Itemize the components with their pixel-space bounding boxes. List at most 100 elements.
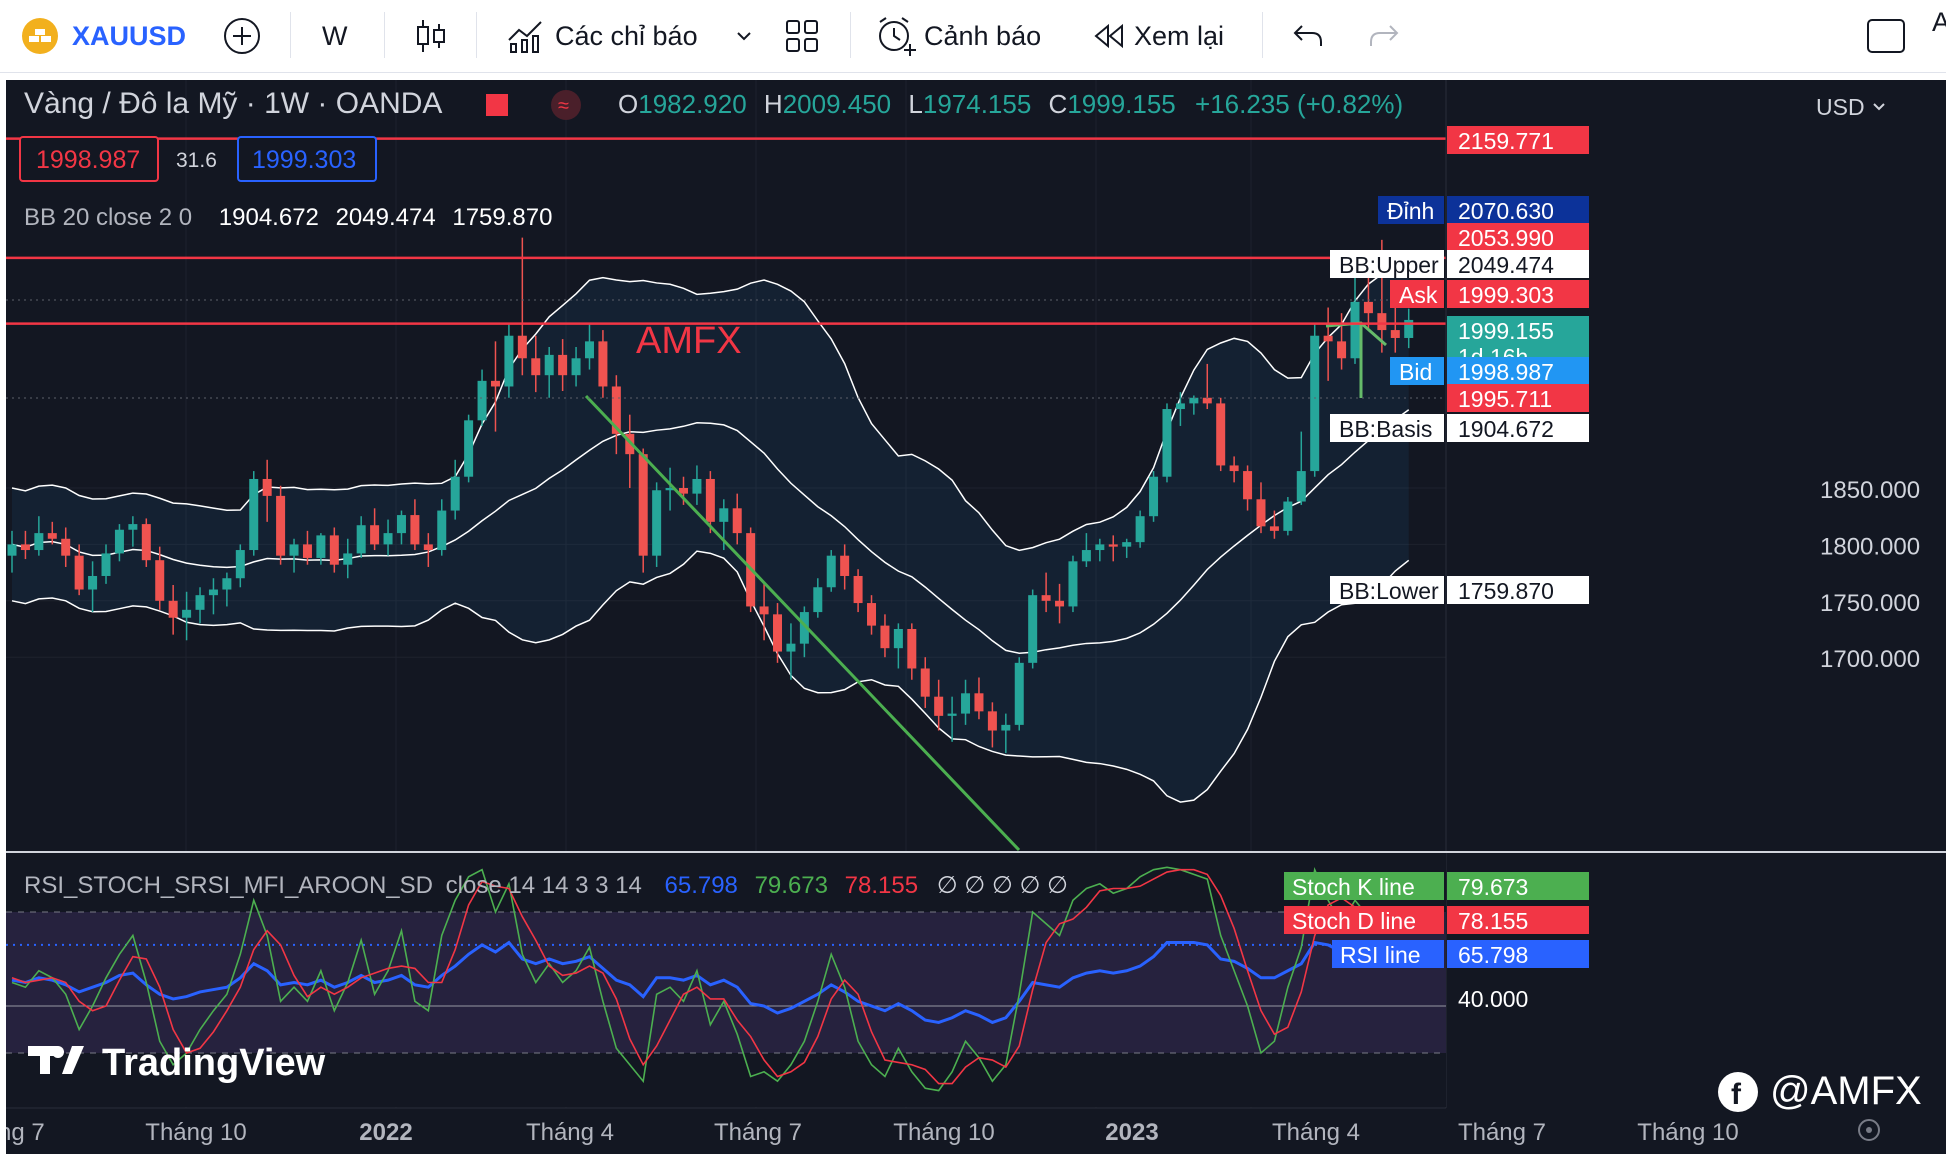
- candle: [450, 459, 460, 520]
- candle-body: [719, 508, 729, 522]
- time-tick: ng 7: [6, 1119, 45, 1146]
- price-tick: 1800.000: [1820, 533, 1920, 560]
- candle-body: [692, 478, 702, 494]
- candle: [1189, 395, 1199, 415]
- fullscreen-button[interactable]: [1866, 0, 1906, 72]
- price-label-value: 1999.303: [1458, 282, 1554, 308]
- candle: [490, 341, 500, 432]
- chart-canvas[interactable]: AMFX 1850.000 1800.000 1750.000 1700.000 21…: [6, 80, 1946, 1154]
- time-tick: Tháng 4: [1272, 1119, 1360, 1146]
- candle: [1055, 583, 1065, 624]
- sell-button[interactable]: [19, 136, 159, 182]
- price-label-value: 1995.711: [1458, 386, 1552, 412]
- candle: [558, 339, 568, 391]
- undo-button[interactable]: [1290, 0, 1326, 72]
- candle: [826, 550, 836, 592]
- price-label-value: 2070.630: [1458, 198, 1554, 224]
- price-label-name-box: [1330, 576, 1444, 604]
- candle: [20, 530, 30, 560]
- candle: [961, 679, 971, 725]
- candle: [598, 330, 608, 398]
- top-toolbar: XAUUSD W Các chỉ báo: [0, 0, 1946, 73]
- candle: [356, 516, 366, 558]
- candle: [705, 471, 715, 534]
- price-label-value: 1759.870: [1458, 578, 1554, 604]
- rsi-label-box: [1447, 906, 1589, 934]
- candle-body: [759, 606, 769, 615]
- candle-body: [611, 386, 621, 434]
- candle: [1310, 324, 1320, 477]
- candle: [799, 606, 809, 658]
- candle-body: [1337, 341, 1347, 359]
- price-label-box: [1447, 357, 1589, 385]
- rsi-series-stoch-d-line: [11, 868, 1410, 1085]
- alert-button[interactable]: Cảnh báo: [874, 0, 1041, 72]
- svg-text:@AMFX: @AMFX: [1770, 1069, 1922, 1113]
- candle-body: [1175, 403, 1185, 410]
- rsi-label: 78.155 Stoch D line: [1284, 906, 1589, 934]
- toolbar-divider: [476, 12, 477, 58]
- market-status-icon[interactable]: [551, 90, 581, 120]
- candle-body: [1269, 526, 1279, 531]
- candle-body: [7, 544, 17, 556]
- candle-body: [1296, 471, 1306, 502]
- candle: [61, 527, 71, 567]
- time-tick: Tháng 10: [893, 1119, 994, 1146]
- candle-body: [47, 533, 57, 539]
- redo-button[interactable]: [1366, 0, 1402, 72]
- rsi-label-value: 78.155: [1458, 908, 1528, 934]
- social-handle: f @AMFX: [1718, 1069, 1922, 1113]
- candle: [1014, 657, 1024, 731]
- rsi-pane[interactable]: [6, 853, 1446, 1107]
- price-label-box: [1447, 223, 1589, 251]
- plus-circle-icon: [224, 18, 260, 54]
- compare-add-button[interactable]: [222, 0, 262, 72]
- candle: [1001, 713, 1011, 754]
- candle: [1390, 307, 1400, 353]
- candle-body: [155, 560, 165, 601]
- currency-selector[interactable]: USD: [1816, 94, 1865, 120]
- layout-button[interactable]: [784, 0, 820, 72]
- candle-body: [1189, 397, 1199, 404]
- candle-body: [934, 696, 944, 716]
- candle-body: [531, 358, 541, 376]
- replay-button[interactable]: Xem lại: [1090, 0, 1224, 72]
- chart-title: Vàng / Đô la Mỹ · 1W · OANDA: [24, 87, 442, 120]
- candle-body: [182, 609, 192, 618]
- time-tick: Tháng 10: [1637, 1119, 1738, 1146]
- facebook-icon: [1718, 1072, 1758, 1112]
- candle: [504, 324, 514, 398]
- buy-button[interactable]: [237, 136, 377, 182]
- candle-body: [907, 629, 917, 669]
- candle: [1350, 273, 1360, 364]
- chart-area[interactable]: AMFX 1850.000 1800.000 1750.000 1700.000 21…: [6, 80, 1946, 1154]
- candle-body: [584, 341, 594, 359]
- trend-line[interactable]: [584, 394, 1021, 852]
- symbol-search-button[interactable]: XAUUSD: [20, 0, 186, 72]
- price-label: 1904.672 BB:Basis: [1330, 414, 1589, 442]
- candle-body: [705, 478, 715, 522]
- candle: [289, 538, 299, 573]
- candle-body: [61, 538, 71, 556]
- time-tick: Tháng 10: [145, 1119, 246, 1146]
- sell-price: 1998.987: [36, 146, 140, 174]
- red-flag-icon[interactable]: [486, 94, 508, 116]
- interval-button[interactable]: W: [322, 0, 347, 72]
- time-tick: Tháng 4: [526, 1119, 614, 1146]
- price-label-value: 1999.155: [1458, 318, 1554, 344]
- price-label-box: [1447, 250, 1589, 278]
- indicators-dropdown[interactable]: [734, 0, 754, 72]
- candle-body: [1310, 335, 1320, 472]
- settings-gear-icon[interactable]: [1858, 1119, 1880, 1141]
- candles-icon: [417, 20, 445, 52]
- candle: [907, 623, 917, 680]
- candle: [638, 448, 648, 573]
- price-tick: 1750.000: [1820, 590, 1920, 617]
- candle-body: [799, 612, 809, 644]
- price-label: 2053.990: [1447, 223, 1589, 251]
- candle-body: [1081, 550, 1091, 562]
- chart-type-button[interactable]: [414, 0, 448, 72]
- rsi-label-name: Stoch D line: [1292, 908, 1416, 934]
- indicators-button[interactable]: Các chỉ báo: [505, 0, 698, 72]
- candle: [840, 544, 850, 590]
